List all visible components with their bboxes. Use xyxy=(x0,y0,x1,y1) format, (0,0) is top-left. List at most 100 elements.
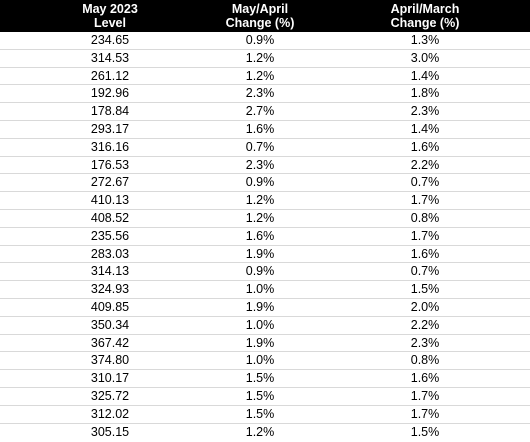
may-april-change-cell: 1.0% xyxy=(245,317,275,332)
level-cell: 192.96 xyxy=(90,86,130,101)
header-may-april-line2: Change (%) xyxy=(225,16,295,30)
april-march-change-cell: 1.7% xyxy=(410,389,440,403)
april-march-change-cell: 1.5% xyxy=(410,424,440,439)
may-april-change-cell: 2.7% xyxy=(245,104,275,119)
april-march-change-cell: 1.6% xyxy=(410,246,440,261)
table-header: May 2023 Level May/April Change (%) Apri… xyxy=(0,0,530,32)
may-april-change-cell: 1.0% xyxy=(245,353,275,368)
april-march-change-cell: 1.7% xyxy=(410,406,440,421)
table-row: 312.02 1.5% 1.7% xyxy=(0,406,530,424)
may-april-change-cell: 1.5% xyxy=(245,406,275,421)
level-cell: 235.56 xyxy=(90,228,130,243)
table-row: 310.17 1.5% 1.6% xyxy=(0,370,530,388)
header-may-april-change: May/April Change (%) xyxy=(195,2,325,30)
header-level-line1: May 2023 xyxy=(82,2,138,16)
header-april-march-line2: Change (%) xyxy=(390,16,460,30)
april-march-change-cell: 1.4% xyxy=(410,68,440,83)
table-row: 367.42 1.9% 2.3% xyxy=(0,335,530,353)
april-march-change-cell: 1.5% xyxy=(410,282,440,297)
header-april-march-change: April/March Change (%) xyxy=(360,2,490,30)
level-cell: 314.53 xyxy=(90,50,130,65)
level-cell: 408.52 xyxy=(90,211,130,225)
level-cell: 283.03 xyxy=(90,246,130,261)
may-april-change-cell: 2.3% xyxy=(245,86,275,101)
may-april-change-cell: 0.9% xyxy=(245,33,275,47)
level-cell: 178.84 xyxy=(90,104,130,119)
table-row: 316.16 0.7% 1.6% xyxy=(0,139,530,157)
header-april-march-line1: April/March xyxy=(390,2,460,16)
level-cell: 374.80 xyxy=(90,353,130,368)
april-march-change-cell: 1.6% xyxy=(410,371,440,386)
may-april-change-cell: 1.9% xyxy=(245,300,275,314)
april-march-change-cell: 2.3% xyxy=(410,104,440,119)
table-row: 410.13 1.2% 1.7% xyxy=(0,192,530,210)
may-april-change-cell: 1.5% xyxy=(245,371,275,386)
april-march-change-cell: 0.7% xyxy=(410,175,440,190)
april-march-change-cell: 1.6% xyxy=(410,139,440,154)
table-row: 314.53 1.2% 3.0% xyxy=(0,50,530,68)
table-row: 325.72 1.5% 1.7% xyxy=(0,388,530,406)
table-row: 314.13 0.9% 0.7% xyxy=(0,263,530,282)
april-march-change-cell: 2.2% xyxy=(410,157,440,172)
april-march-change-cell: 1.7% xyxy=(410,193,440,208)
april-march-change-cell: 2.0% xyxy=(410,300,440,314)
header-level: May 2023 Level xyxy=(45,2,175,30)
table-row: 324.93 1.0% 1.5% xyxy=(0,281,530,299)
april-march-change-cell: 2.2% xyxy=(410,317,440,332)
april-march-change-cell: 0.8% xyxy=(410,353,440,368)
may-april-change-cell: 1.6% xyxy=(245,228,275,243)
april-march-change-cell: 2.3% xyxy=(410,335,440,350)
may-april-change-cell: 1.0% xyxy=(245,282,275,297)
table-row: 234.65 0.9% 1.3% xyxy=(0,32,530,50)
level-cell: 325.72 xyxy=(90,389,130,403)
level-cell: 176.53 xyxy=(90,157,130,172)
table-row: 305.15 1.2% 1.5% xyxy=(0,424,530,442)
may-april-change-cell: 1.2% xyxy=(245,211,275,225)
april-march-change-cell: 1.3% xyxy=(410,33,440,47)
table-row: 409.85 1.9% 2.0% xyxy=(0,299,530,317)
may-april-change-cell: 0.9% xyxy=(245,175,275,190)
table-row: 350.34 1.0% 2.2% xyxy=(0,317,530,335)
table-row: 293.17 1.6% 1.4% xyxy=(0,121,530,139)
level-cell: 314.13 xyxy=(90,264,130,279)
level-cell: 261.12 xyxy=(90,68,130,83)
level-cell: 234.65 xyxy=(90,33,130,47)
level-cell: 350.34 xyxy=(90,317,130,332)
table-row: 408.52 1.2% 0.8% xyxy=(0,210,530,228)
table-row: 192.96 2.3% 1.8% xyxy=(0,85,530,104)
may-april-change-cell: 1.2% xyxy=(245,193,275,208)
may-april-change-cell: 1.9% xyxy=(245,246,275,261)
may-april-change-cell: 1.2% xyxy=(245,50,275,65)
table-row: 235.56 1.6% 1.7% xyxy=(0,228,530,246)
table-row: 374.80 1.0% 0.8% xyxy=(0,352,530,371)
may-april-change-cell: 2.3% xyxy=(245,157,275,172)
level-cell: 272.67 xyxy=(90,175,130,190)
level-cell: 305.15 xyxy=(90,424,130,439)
may-april-change-cell: 1.5% xyxy=(245,389,275,403)
april-march-change-cell: 0.7% xyxy=(410,264,440,279)
april-march-change-cell: 1.8% xyxy=(410,86,440,101)
level-cell: 316.16 xyxy=(90,139,130,154)
table-row: 283.03 1.9% 1.6% xyxy=(0,246,530,264)
table-row: 178.84 2.7% 2.3% xyxy=(0,103,530,121)
table-row: 176.53 2.3% 2.2% xyxy=(0,157,530,175)
may-april-change-cell: 1.6% xyxy=(245,122,275,136)
table-row: 272.67 0.9% 0.7% xyxy=(0,174,530,193)
header-level-line2: Level xyxy=(94,16,126,30)
table-body: 234.65 0.9% 1.3% 314.53 1.2% 3.0% 261.12 1.2% 1.… xyxy=(0,32,530,442)
header-may-april-line1: May/April xyxy=(231,2,289,16)
may-april-change-cell: 1.2% xyxy=(245,424,275,439)
april-march-change-cell: 0.8% xyxy=(410,211,440,225)
level-cell: 324.93 xyxy=(90,282,130,297)
april-march-change-cell: 3.0% xyxy=(410,50,440,65)
april-march-change-cell: 1.4% xyxy=(410,122,440,136)
may-april-change-cell: 1.9% xyxy=(245,335,275,350)
may-april-change-cell: 0.9% xyxy=(245,264,275,279)
april-march-change-cell: 1.7% xyxy=(410,228,440,243)
table-row: 261.12 1.2% 1.4% xyxy=(0,68,530,86)
level-cell: 312.02 xyxy=(90,406,130,421)
may-april-change-cell: 1.2% xyxy=(245,68,275,83)
level-cell: 409.85 xyxy=(90,300,130,314)
level-cell: 293.17 xyxy=(90,122,130,136)
